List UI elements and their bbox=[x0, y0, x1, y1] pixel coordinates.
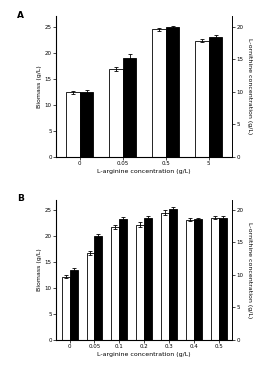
Bar bbox=[136, 224, 144, 340]
Bar bbox=[144, 218, 152, 340]
Y-axis label: L-ornithine concentration (g/L): L-ornithine concentration (g/L) bbox=[247, 222, 252, 318]
Bar bbox=[123, 58, 136, 157]
Bar bbox=[66, 92, 80, 157]
Bar bbox=[219, 218, 227, 340]
Bar bbox=[109, 69, 123, 157]
Text: A: A bbox=[17, 11, 24, 20]
Bar bbox=[87, 253, 94, 340]
Bar bbox=[169, 209, 177, 340]
Bar bbox=[119, 219, 127, 340]
Bar bbox=[195, 41, 209, 157]
Bar bbox=[70, 270, 78, 340]
Text: B: B bbox=[17, 194, 24, 203]
Bar bbox=[94, 236, 102, 340]
Bar bbox=[166, 27, 179, 157]
Bar bbox=[194, 219, 202, 340]
Bar bbox=[211, 218, 219, 340]
Bar bbox=[161, 213, 169, 340]
Y-axis label: Biomass (g/L): Biomass (g/L) bbox=[37, 65, 42, 108]
Bar bbox=[209, 36, 222, 157]
Bar bbox=[62, 276, 70, 340]
Bar bbox=[186, 220, 194, 340]
Bar bbox=[111, 227, 119, 340]
Bar bbox=[80, 92, 93, 157]
X-axis label: L-arginine concentration (g/L): L-arginine concentration (g/L) bbox=[97, 169, 191, 174]
X-axis label: L-arginine concentration (g/L): L-arginine concentration (g/L) bbox=[97, 352, 191, 357]
Bar bbox=[152, 29, 166, 157]
Y-axis label: L-ornithine concentration (g/L): L-ornithine concentration (g/L) bbox=[247, 38, 252, 135]
Y-axis label: Biomass (g/L): Biomass (g/L) bbox=[37, 248, 42, 291]
